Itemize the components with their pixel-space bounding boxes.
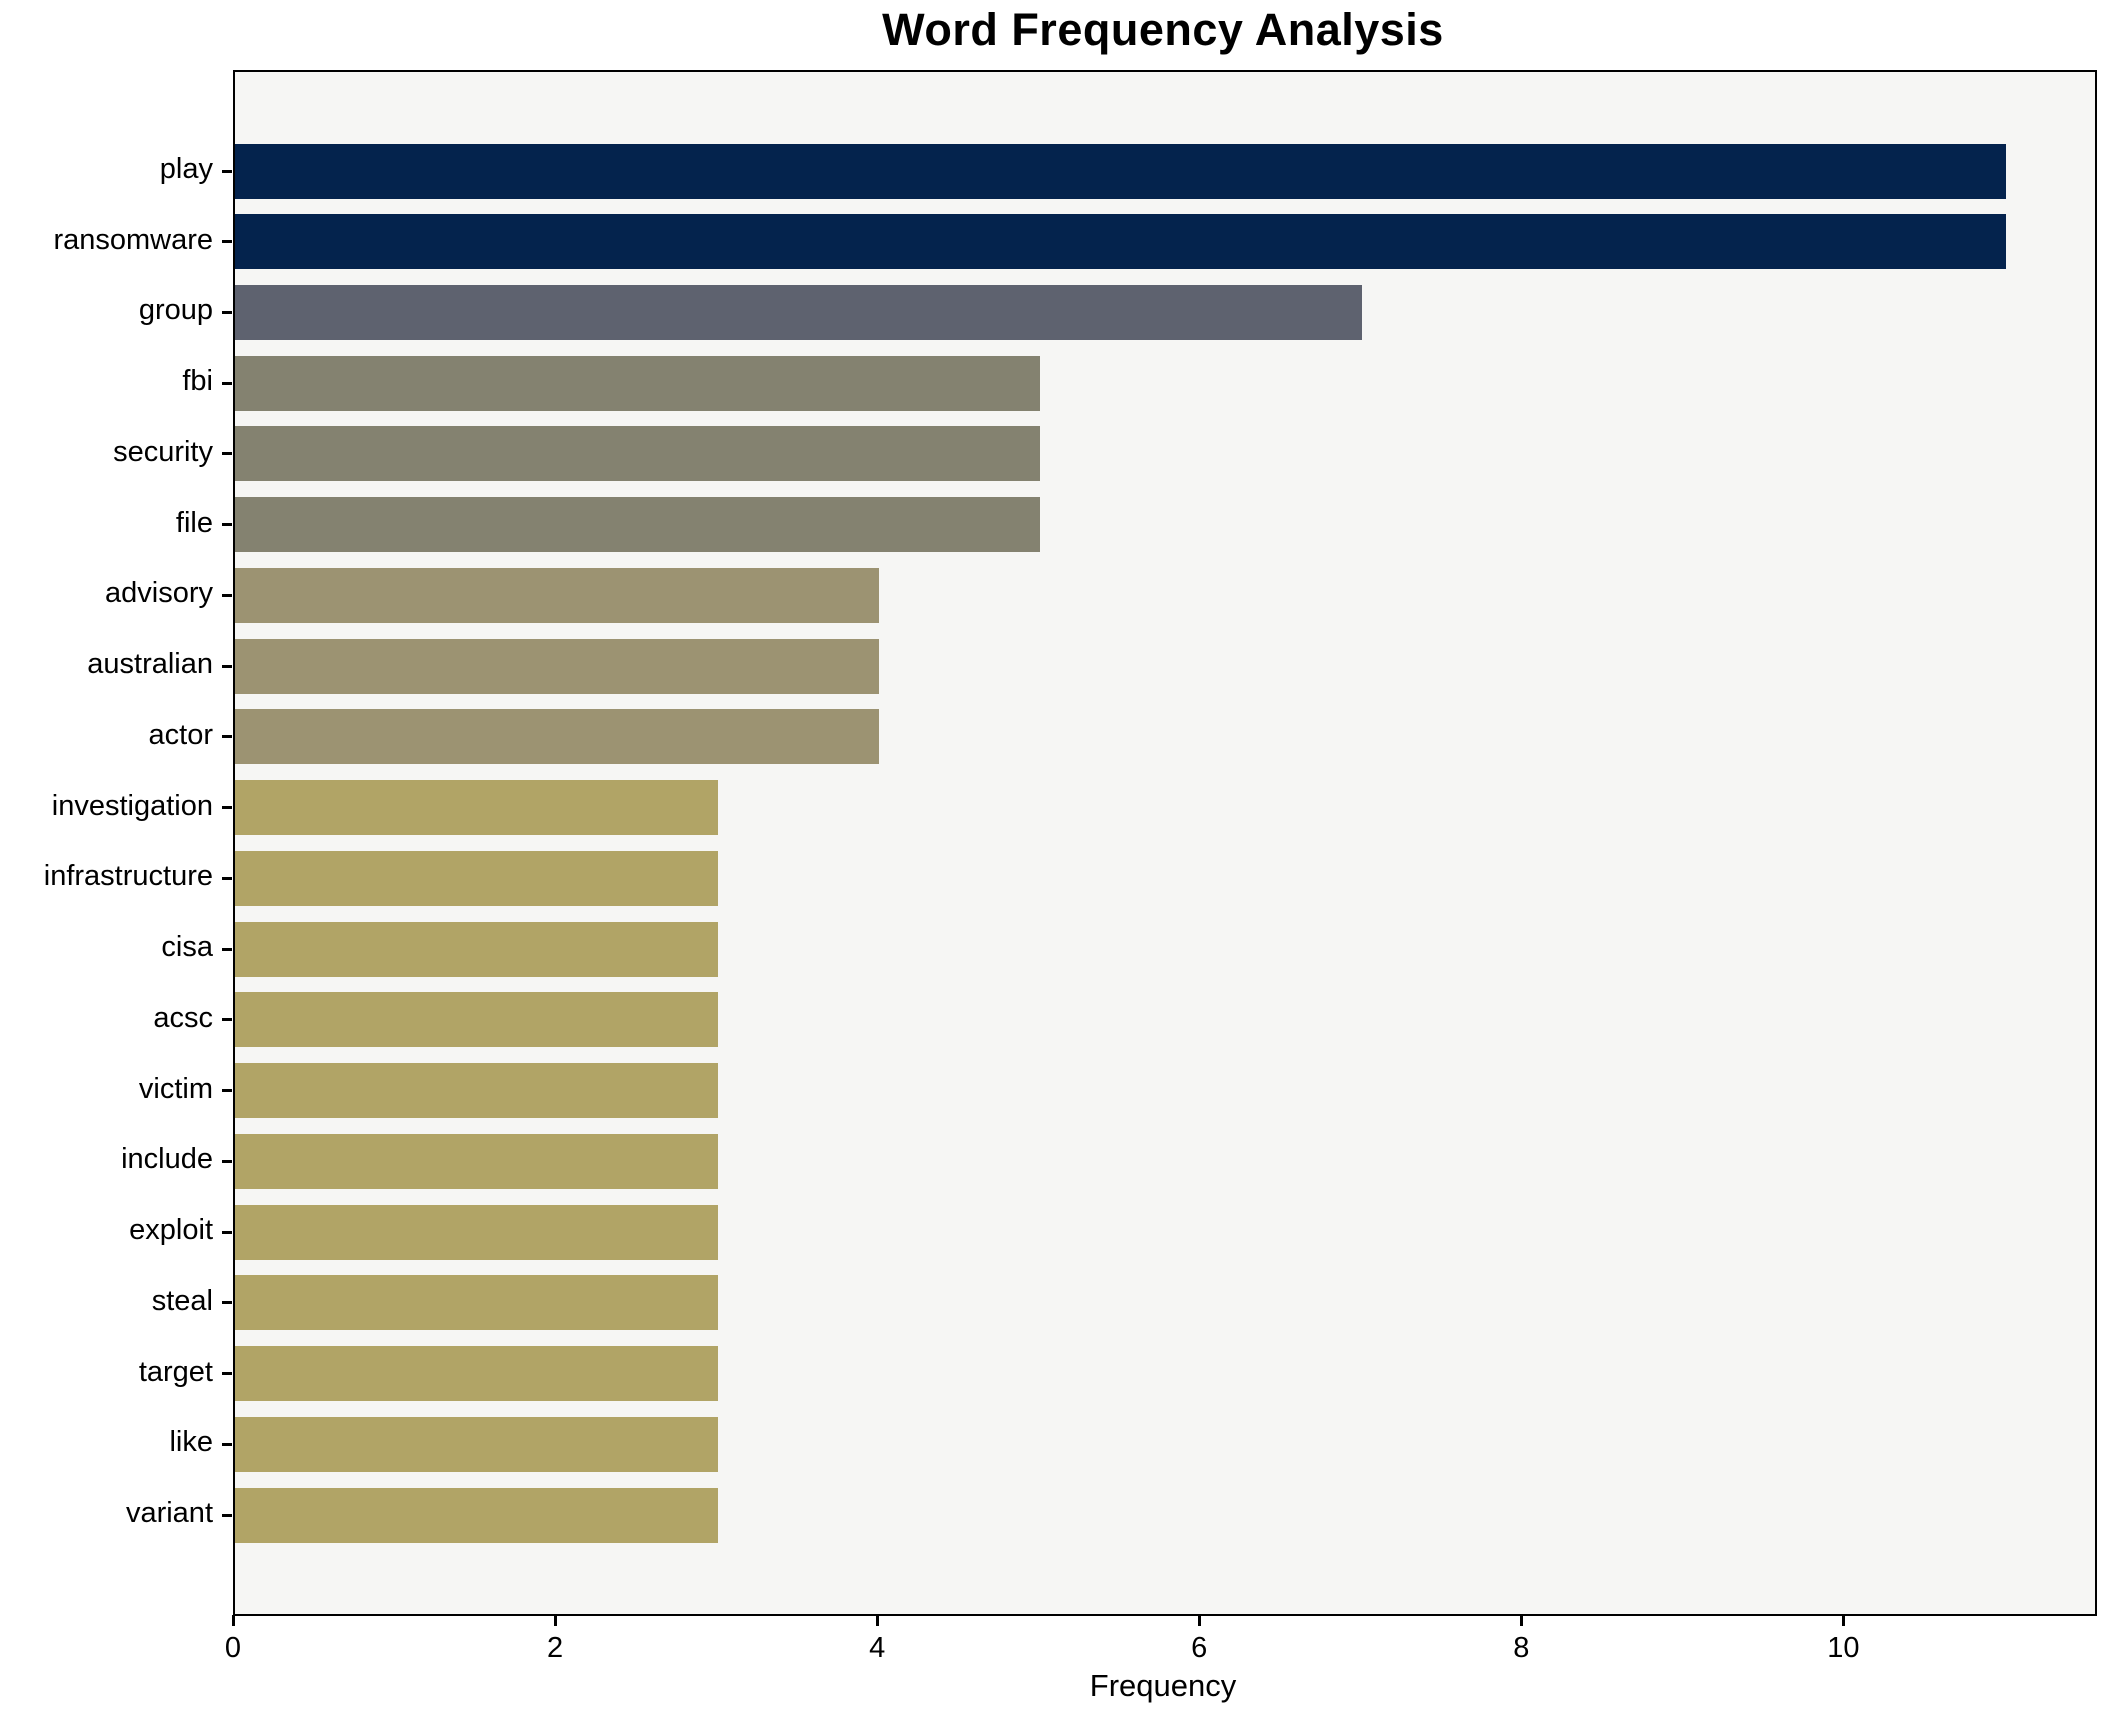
bar: [235, 143, 2007, 199]
y-tick-mark: [222, 593, 232, 597]
y-tick-mark: [222, 1089, 232, 1093]
y-tick-label: include: [121, 1143, 213, 1176]
y-tick-label: security: [113, 435, 213, 468]
y-tick-label: like: [169, 1426, 213, 1459]
y-tick-mark: [222, 735, 232, 739]
y-tick-label: variant: [125, 1497, 213, 1529]
bar: [235, 709, 880, 765]
bar: [235, 426, 1041, 482]
x-tick-label: 0: [224, 1632, 242, 1664]
bar: [235, 850, 719, 906]
y-tick-mark: [222, 1513, 232, 1517]
y-tick-label: steal: [151, 1284, 213, 1317]
x-tick-mark: [231, 1615, 235, 1626]
x-tick-mark: [553, 1615, 557, 1626]
bar: [235, 921, 719, 977]
y-tick-mark: [222, 1159, 232, 1163]
y-tick-label: group: [138, 294, 213, 327]
y-tick-mark: [222, 876, 232, 880]
x-tick-mark: [1841, 1615, 1845, 1626]
y-tick-mark: [222, 1442, 232, 1446]
bar: [235, 1275, 719, 1331]
y-tick-label: play: [159, 153, 213, 185]
bar: [235, 355, 1041, 411]
x-tick-label: 2: [546, 1632, 564, 1664]
y-tick-label: acsc: [153, 1001, 213, 1034]
bar: [235, 497, 1041, 553]
y-tick-label: file: [175, 506, 213, 539]
y-tick-mark: [222, 947, 232, 951]
bar: [235, 1487, 719, 1543]
y-tick-label: infrastructure: [43, 860, 213, 893]
y-tick-label: fbi: [182, 365, 213, 398]
x-tick-label: 8: [1513, 1632, 1530, 1664]
plot-area: [222, 70, 2097, 1616]
x-axis: 0 2 4 6 8 10: [225, 1614, 2093, 1714]
bar: [235, 567, 880, 623]
y-tick-mark: [222, 1230, 232, 1234]
y-tick-label: exploit: [129, 1214, 213, 1247]
y-tick-mark: [222, 806, 232, 810]
y-tick-mark: [222, 240, 232, 244]
y-tick-label: actor: [148, 718, 213, 751]
y-tick-mark: [222, 310, 232, 314]
x-tick-label: 4: [869, 1632, 886, 1664]
bar: [235, 214, 2007, 270]
y-tick-mark: [222, 1372, 232, 1376]
x-axis-label: Frequency: [1089, 1668, 1237, 1703]
y-tick-mark: [222, 664, 232, 668]
y-tick-label: advisory: [105, 577, 213, 610]
y-tick-mark: [222, 1301, 232, 1305]
y-tick-mark: [222, 452, 232, 456]
bar: [235, 1133, 719, 1189]
bar: [235, 638, 880, 694]
y-axis-labels: play ransomware group fbi security file adviso…: [0, 70, 213, 1612]
bar: [235, 1204, 719, 1260]
x-tick-label: 6: [1191, 1632, 1208, 1664]
bar: [235, 1416, 719, 1472]
y-tick-mark: [222, 169, 232, 173]
chart-title: Word Frequency Analysis: [882, 4, 1444, 55]
x-tick-mark: [1519, 1615, 1523, 1626]
y-tick-label: target: [138, 1355, 213, 1388]
y-tick-mark: [222, 381, 232, 385]
bar: [235, 1063, 719, 1119]
bar: [235, 284, 1363, 340]
x-tick-mark: [1197, 1615, 1201, 1626]
bar: [235, 992, 719, 1048]
y-tick-mark: [222, 1018, 232, 1022]
y-tick-label: australian: [87, 648, 213, 681]
x-tick-label: 10: [1827, 1632, 1860, 1664]
x-tick-mark: [875, 1615, 879, 1626]
y-tick-label: cisa: [161, 931, 213, 964]
y-tick-label: investigation: [51, 789, 213, 822]
y-tick-label: ransomware: [53, 223, 213, 256]
bar: [235, 1346, 719, 1402]
y-tick-mark: [222, 523, 232, 527]
bar: [235, 780, 719, 836]
y-tick-label: victim: [138, 1072, 213, 1105]
